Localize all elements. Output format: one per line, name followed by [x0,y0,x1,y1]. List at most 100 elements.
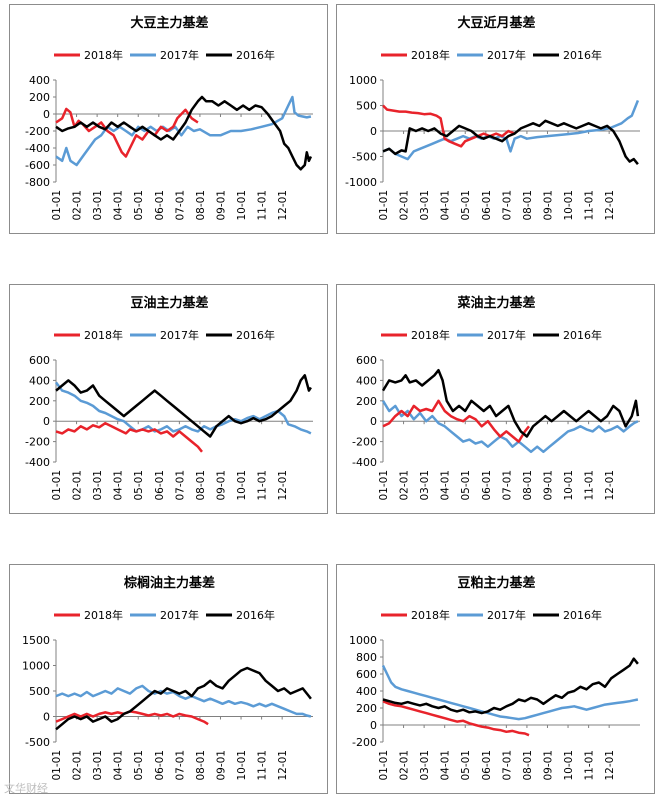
chart-title: 豆粕主力基差 [457,575,535,591]
x-tick-label: 09-01 [215,750,227,781]
x-tick-label: 12-01 [604,750,616,781]
x-tick-label: 04-01 [440,470,452,501]
series-line-2017年 [381,664,639,721]
x-tick-label: 05-01 [460,750,472,781]
series-line-2018年 [382,104,516,148]
x-tick-label: 07-01 [174,190,186,221]
x-tick-label: 01-01 [51,190,63,221]
x-tick-label: 08-01 [195,750,207,781]
x-tick-label: 09-01 [215,190,227,221]
chart-svg: 大豆近月基差 2018年 2017年 2016年 1000 500 0 -500 -100001… [345,15,640,221]
x-tick-label: 04-01 [440,750,452,781]
x-tick-label: 04-01 [440,190,452,221]
y-tick-label: 600 [356,354,377,367]
legend-label: 2017年 [160,48,199,62]
watermark: 文华财经 [4,782,48,795]
x-tick-label: 12-01 [277,750,289,781]
y-tick-label: -200 [352,736,377,749]
x-tick-label: 09-01 [542,750,554,781]
x-tick-label: 08-01 [522,470,534,501]
x-tick-label: 10-01 [563,190,575,221]
y-tick-label: -1000 [345,176,377,189]
x-tick-label: 06-01 [154,750,166,781]
y-tick-label: -800 [25,176,50,189]
x-tick-label: 03-01 [419,190,431,221]
x-tick-label: 02-01 [72,190,84,221]
y-tick-label: 200 [29,91,50,104]
y-tick-label: 500 [356,100,377,113]
y-tick-label: 400 [29,374,50,387]
series-line-2016年 [382,657,639,715]
x-tick-label: 05-01 [133,190,145,221]
series-line-2016年 [55,666,312,731]
y-tick-label: 0 [370,125,377,138]
legend-label: 2016年 [563,608,602,622]
y-tick-label: 200 [356,395,377,408]
y-tick-label: 0 [370,719,377,732]
y-tick-label: -500 [25,736,50,749]
chart-panel-soyoil-main: 豆油主力基差 2018年 2017年 2016年 600 400 200 0 -200 -400 0… [9,284,328,514]
x-tick-label: 08-01 [522,190,534,221]
x-tick-label: 10-01 [236,750,248,781]
series-line-2018年 [55,710,209,726]
chart-panel-soymeal-main: 豆粕主力基差 2018年 2017年 2016年 1000 800 600 400 200 0 -2… [336,564,655,794]
chart-panel-palmoil-main: 棕榈油主力基差 2018年 2017年 2016年 1500 1000 500 0 -500 01… [9,564,328,794]
y-tick-label: -200 [25,436,50,449]
x-tick-label: 09-01 [542,190,554,221]
chart-panel-rapeoil-main: 菜油主力基差 2018年 2017年 2016年 600 400 200 0 -200 -400 0… [336,284,655,514]
x-tick-label: 11-01 [257,750,269,781]
x-tick-label: 01-01 [378,470,390,501]
chart-svg: 大豆主力基差 2018年 2017年 2016年 400 200 0 -200 -400 -600… [25,15,313,221]
y-tick-label: 200 [356,702,377,715]
x-tick-label: 12-01 [604,470,616,501]
y-tick-label: 1500 [22,634,50,647]
y-tick-label: 1000 [22,660,50,673]
x-tick-label: 04-01 [113,750,125,781]
x-tick-label: 01-01 [378,750,390,781]
y-tick-label: 400 [29,74,50,87]
x-tick-label: 12-01 [277,470,289,501]
x-tick-label: 06-01 [481,190,493,221]
x-tick-label: 05-01 [460,470,472,501]
x-tick-label: 08-01 [522,750,534,781]
y-tick-label: -400 [25,456,50,469]
x-tick-label: 02-01 [399,750,411,781]
series-line-2017年 [55,95,312,167]
x-tick-label: 10-01 [236,190,248,221]
series-line-2017年 [55,684,312,718]
x-tick-label: 06-01 [154,190,166,221]
x-tick-label: 01-01 [378,190,390,221]
legend-label: 2018年 [84,608,123,622]
y-tick-label: 800 [356,651,377,664]
chart-panel-soybean-main: 大豆主力基差 2018年 2017年 2016年 400 200 0 -200 -400 -600… [9,4,328,234]
x-tick-label: 07-01 [501,750,513,781]
series-line-2018年 [382,700,530,737]
chart-title: 大豆近月基差 [457,15,535,31]
series-line-2016年 [381,368,640,438]
x-tick-label: 11-01 [584,470,596,501]
x-tick-label: 02-01 [399,470,411,501]
chart-title: 大豆主力基差 [130,15,208,31]
x-tick-label: 02-01 [399,190,411,221]
legend-label: 2017年 [487,48,526,62]
x-tick-label: 02-01 [72,750,84,781]
series-line-2016年 [55,95,313,171]
y-tick-label: 0 [43,711,50,724]
x-tick-label: 09-01 [215,470,227,501]
chart-svg: 棕榈油主力基差 2018年 2017年 2016年 1500 1000 500 0 -50001… [22,575,313,781]
x-tick-label: 05-01 [133,750,145,781]
legend-label: 2017年 [160,328,199,342]
x-tick-label: 12-01 [604,190,616,221]
x-tick-label: 07-01 [501,470,513,501]
x-tick-label: 11-01 [257,470,269,501]
y-tick-label: 1000 [349,634,377,647]
y-tick-label: -200 [25,125,50,138]
x-tick-label: 08-01 [195,190,207,221]
legend-label: 2016年 [236,608,275,622]
x-tick-label: 03-01 [92,750,104,781]
x-tick-label: 04-01 [113,470,125,501]
x-tick-label: 01-01 [51,470,63,501]
x-tick-label: 08-01 [195,470,207,501]
